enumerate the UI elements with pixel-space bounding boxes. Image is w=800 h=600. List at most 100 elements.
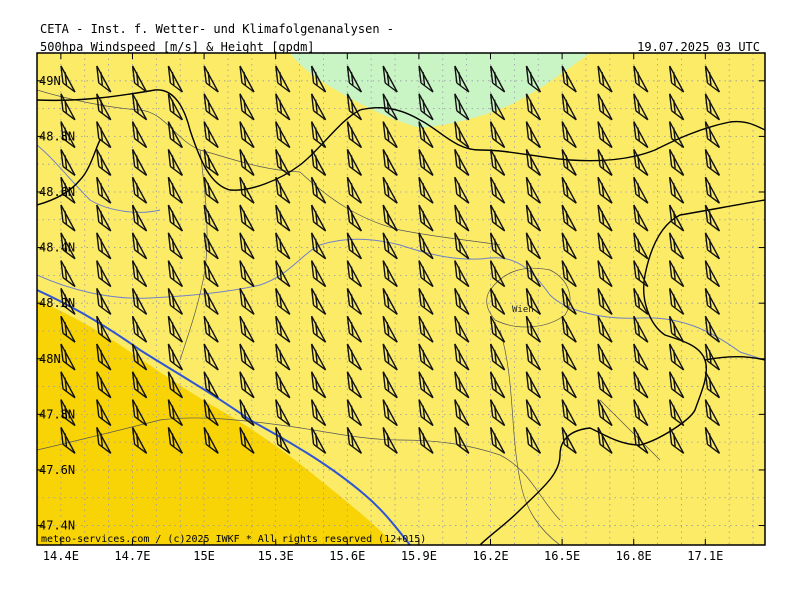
wind-barbs xyxy=(60,65,721,454)
wind-barb xyxy=(167,343,184,371)
wind-barb xyxy=(382,399,398,427)
wind-barb xyxy=(239,65,255,93)
wind-barb xyxy=(597,427,613,454)
wind-barb xyxy=(704,149,721,176)
lon-label: 15.3E xyxy=(258,549,294,563)
wind-barb xyxy=(131,232,148,260)
wind-barb xyxy=(382,176,398,204)
wind-barb xyxy=(597,149,613,176)
lon-label: 16.8E xyxy=(616,549,652,563)
wind-barb xyxy=(346,149,363,176)
wind-barb xyxy=(418,399,434,427)
wind-barb xyxy=(597,371,613,399)
wind-barb xyxy=(454,149,470,176)
wind-barb xyxy=(203,315,219,343)
wind-barb xyxy=(597,65,613,93)
wind-barb xyxy=(418,288,434,315)
lon-label: 14.4E xyxy=(43,549,79,563)
wind-barb xyxy=(525,427,542,454)
lon-label: 17.1E xyxy=(687,549,723,563)
wind-barb xyxy=(167,399,184,427)
wind-barb xyxy=(454,343,470,371)
wind-barb xyxy=(561,232,577,260)
wind-barb xyxy=(668,176,685,204)
wind-barb xyxy=(382,371,398,399)
lon-label: 15.9E xyxy=(401,549,437,563)
wind-barb xyxy=(275,399,291,427)
wind-barb xyxy=(275,93,291,121)
wind-barb xyxy=(668,149,685,176)
wind-barb xyxy=(382,315,398,343)
wind-barb xyxy=(668,315,685,343)
lat-label: 48.6N xyxy=(39,185,75,199)
wind-barb xyxy=(310,343,327,371)
wind-barb xyxy=(167,176,184,204)
organization-title: CETA - Inst. f. Wetter- und Klimafolgena… xyxy=(40,22,395,36)
latitude-labels: 49N 48.8N 48.6N 48.4N 48.2N 48N 47.8N 47.6N 47.4… xyxy=(39,74,75,533)
wind-barb xyxy=(167,427,184,454)
wind-barb xyxy=(60,260,76,288)
wind-barb xyxy=(704,121,721,149)
wind-barb xyxy=(310,260,327,288)
wind-barb xyxy=(275,176,291,204)
wind-barb xyxy=(60,176,76,204)
wind-barb xyxy=(346,371,363,399)
wind-barb xyxy=(704,399,721,427)
wind-barb xyxy=(561,149,577,176)
wind-barb xyxy=(239,399,255,427)
wind-barb xyxy=(96,93,112,121)
wind-barb xyxy=(525,176,542,204)
wind-barb xyxy=(525,260,542,288)
wind-barb xyxy=(525,399,542,427)
wind-barb xyxy=(668,343,685,371)
lon-label: 16.2E xyxy=(472,549,508,563)
wind-barb xyxy=(131,371,148,399)
wind-barb xyxy=(346,343,363,371)
wind-barb xyxy=(489,176,506,204)
wind-barb xyxy=(633,232,649,260)
axis-ticks xyxy=(37,53,765,545)
wind-barb xyxy=(239,149,255,176)
lon-label: 15E xyxy=(193,549,215,563)
wind-barb xyxy=(275,315,291,343)
wind-barb xyxy=(489,427,506,454)
graticule xyxy=(37,53,765,545)
wind-barb xyxy=(668,204,685,232)
wind-barb xyxy=(131,176,148,204)
wind-barb xyxy=(382,260,398,288)
wind-barb xyxy=(668,427,685,454)
wind-barb xyxy=(525,93,542,121)
wind-barb xyxy=(239,232,255,260)
lat-label: 47.8N xyxy=(39,407,75,421)
longitude-labels: 14.4E 14.7E 15E 15.3E 15.6E 15.9E 16.2E 16.5E 16… xyxy=(43,549,724,563)
lat-label: 48.2N xyxy=(39,296,75,310)
lon-label: 14.7E xyxy=(114,549,150,563)
wind-barb xyxy=(131,288,148,315)
wind-barb xyxy=(310,232,327,260)
wind-barb xyxy=(382,149,398,176)
wind-barb xyxy=(60,371,76,399)
wind-barb xyxy=(275,65,291,93)
wind-barb xyxy=(525,65,542,93)
wind-barb xyxy=(60,149,76,176)
wind-barb xyxy=(382,121,398,149)
wind-barb xyxy=(418,427,434,454)
wind-barb xyxy=(633,260,649,288)
wind-barb xyxy=(454,399,470,427)
wind-barb xyxy=(203,260,219,288)
wind-barb xyxy=(310,93,327,121)
wind-barb xyxy=(346,288,363,315)
wind-barb xyxy=(525,315,542,343)
wind-barb xyxy=(239,315,255,343)
wind-barb xyxy=(96,204,112,232)
wind-barb xyxy=(597,204,613,232)
wind-barb xyxy=(597,176,613,204)
wind-barb xyxy=(633,399,649,427)
wind-barb xyxy=(597,93,613,121)
wind-barb xyxy=(489,315,506,343)
wind-barb xyxy=(704,371,721,399)
wind-barb xyxy=(239,93,255,121)
wind-barb xyxy=(525,149,542,176)
wind-barb xyxy=(346,121,363,149)
